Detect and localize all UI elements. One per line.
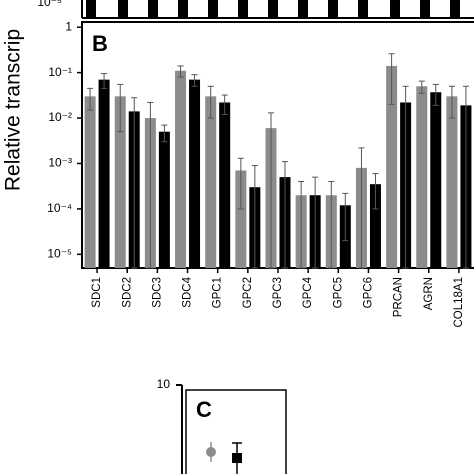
x-tick-label: SDC1: [91, 277, 103, 308]
panel-label: B: [92, 31, 108, 56]
bar: [205, 96, 217, 268]
x-tick-label: GPC6: [362, 277, 374, 308]
bar: [235, 170, 247, 268]
bar: [430, 92, 442, 268]
x-tick-label: SDC4: [182, 276, 194, 307]
bar: [98, 79, 110, 268]
panel-a-fragment: 10⁻⁵: [37, 0, 474, 19]
x-tick-label: COL18A1: [453, 277, 465, 328]
x-tick-label: GPC3: [272, 277, 284, 308]
bar: [386, 65, 398, 268]
x-tick-label: GPC4: [302, 276, 314, 308]
x-tick-label: AGRN: [423, 277, 435, 310]
bar: [416, 86, 428, 269]
bar: [446, 96, 458, 268]
bar: [114, 96, 126, 268]
y-axis-label: Relative transcrip: [2, 29, 25, 191]
x-tick-label: GPC5: [332, 277, 344, 308]
bar: [219, 102, 231, 268]
x-tick-label: SDC3: [151, 277, 163, 308]
bar: [189, 79, 201, 268]
bar: [369, 184, 381, 268]
panel-a-tick: 10⁻⁵: [37, 0, 62, 9]
y-tick-label: 10⁻¹: [48, 65, 72, 79]
y-tick-label: 10⁻²: [48, 110, 72, 124]
panel-c-fragment: 10 C: [157, 377, 287, 474]
x-tick-label: SDC2: [121, 277, 133, 308]
x-tick-label: PRCAN: [393, 277, 405, 317]
y-tick-label: 10⁻⁴: [47, 201, 72, 215]
bar: [175, 70, 187, 269]
plot-frame: [81, 21, 474, 269]
x-tick-label: GPC1: [212, 277, 224, 308]
y-tick-label: 10⁻⁵: [47, 246, 72, 260]
bar: [158, 131, 170, 268]
y-tick-label: 1: [65, 19, 72, 33]
panel-c-tick: 10: [157, 377, 171, 391]
y-tick-label: 10⁻³: [48, 156, 72, 170]
panel-c-label: C: [196, 397, 212, 422]
bar: [84, 96, 96, 268]
x-tick-label: GPC2: [242, 277, 254, 308]
